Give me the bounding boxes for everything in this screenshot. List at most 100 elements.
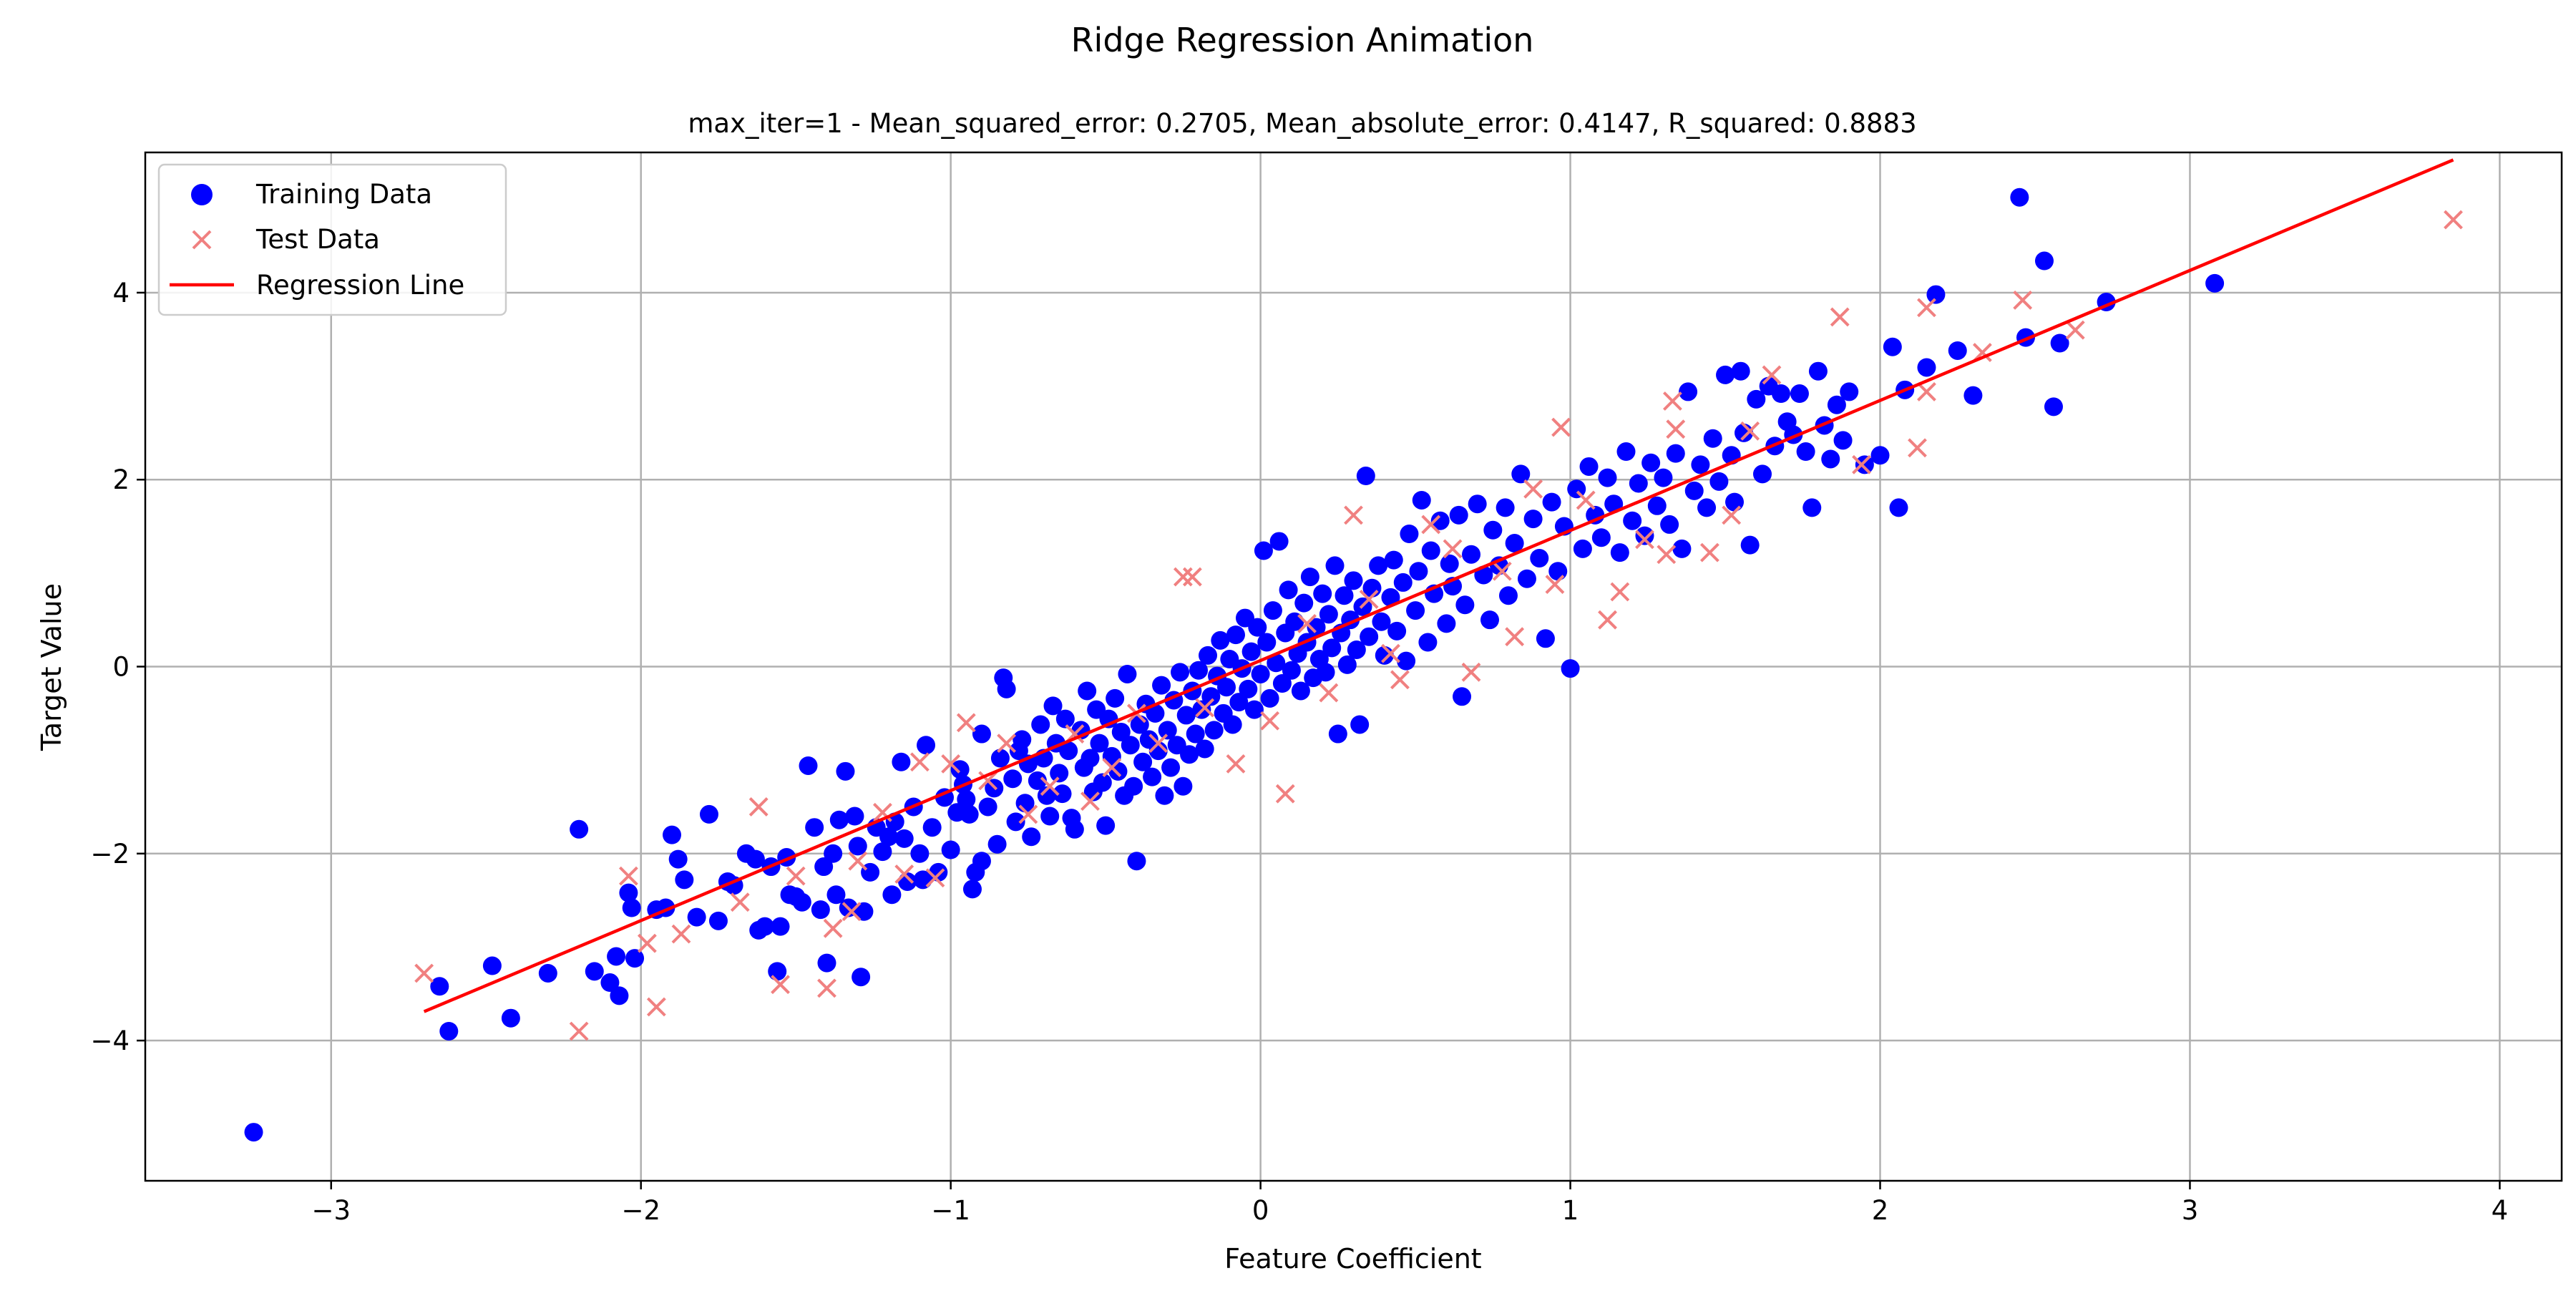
legend-label-line: Regression Line (256, 270, 464, 301)
training-point (1360, 627, 1379, 646)
test-point (848, 851, 868, 871)
test-point (1551, 417, 1571, 437)
training-point (1654, 468, 1673, 487)
test-point (1852, 454, 1871, 474)
test-point (1195, 698, 1215, 718)
training-point (1344, 571, 1363, 590)
training-point (805, 818, 824, 837)
training-point (1248, 618, 1267, 637)
training-point (1127, 852, 1146, 871)
training-point (1003, 769, 1023, 789)
test-point (1492, 561, 1512, 581)
test-point (618, 866, 638, 886)
training-point (1647, 496, 1667, 515)
training-point (1666, 444, 1685, 463)
training-point (1211, 630, 1230, 650)
test-point (786, 866, 806, 886)
training-point (811, 900, 830, 920)
training-point (1573, 539, 1592, 558)
y-tick-label: 0 (112, 652, 130, 683)
test-point (1762, 365, 1782, 385)
training-point (1684, 481, 1704, 500)
training-point (687, 907, 706, 927)
legend-label-test: Test Data (255, 224, 380, 255)
training-point (1108, 761, 1128, 781)
training-point (1106, 688, 1125, 708)
training-point (607, 947, 626, 966)
y-axis-label: Target Value (36, 583, 67, 751)
training-point (625, 949, 645, 968)
training-point (1291, 681, 1310, 701)
test-point (1226, 754, 1246, 774)
training-point (1709, 472, 1729, 491)
training-point (1078, 681, 1097, 701)
training-point (1616, 442, 1636, 462)
training-point (1672, 539, 1692, 558)
test-point (2013, 290, 2033, 310)
training-point (1740, 535, 1760, 555)
training-point (929, 862, 948, 882)
x-tick-label: 1 (1562, 1195, 1579, 1226)
training-point (1226, 625, 1245, 645)
training-point (1821, 449, 1840, 469)
training-point (1229, 693, 1249, 712)
training-point (1623, 511, 1642, 530)
test-point (1740, 421, 1760, 441)
training-point (1369, 556, 1388, 575)
test-point (997, 734, 1017, 754)
training-point (1517, 569, 1536, 588)
regression-line (423, 158, 2454, 1013)
training-point (1328, 724, 1347, 744)
test-point (730, 892, 750, 912)
test-point (978, 771, 998, 791)
test-point (1080, 791, 1100, 812)
training-point (1483, 520, 1503, 540)
training-point (1412, 490, 1431, 510)
training-point (1430, 511, 1450, 530)
training-point (1796, 442, 1815, 462)
training-point (610, 986, 629, 1005)
x-tick-label: −2 (621, 1195, 660, 1226)
training-point (1635, 526, 1654, 545)
y-tick-label: 2 (112, 464, 130, 495)
test-point (925, 868, 945, 888)
training-point (1679, 382, 1698, 401)
training-point (836, 761, 855, 781)
training-point (1133, 752, 1153, 771)
training-point (699, 804, 718, 824)
training-point (1244, 700, 1264, 719)
training-point (1440, 554, 1459, 573)
training-point (1090, 734, 1109, 753)
training-point (1421, 541, 1440, 560)
test-point (1173, 567, 1193, 587)
training-point (1697, 498, 1717, 517)
training-point (852, 968, 871, 987)
training-point (894, 829, 914, 848)
training-point (829, 810, 849, 829)
training-point (1199, 646, 1218, 665)
test-point (1505, 627, 1525, 647)
test-point (1421, 515, 1441, 535)
training-point (1171, 663, 1190, 682)
training-point (771, 917, 790, 936)
test-point (1319, 683, 1339, 703)
test-point (909, 752, 930, 772)
series-layer (244, 158, 2463, 1142)
training-point (1294, 593, 1314, 613)
training-point (941, 840, 960, 859)
training-point (1948, 341, 1967, 360)
training-point (1080, 749, 1100, 768)
test-point (1443, 539, 1463, 559)
training-point (1840, 382, 1859, 401)
legend-box (157, 163, 507, 316)
training-point (585, 962, 604, 981)
training-point (814, 857, 834, 877)
training-point (1195, 739, 1214, 759)
training-point (600, 973, 620, 993)
training-point (755, 917, 774, 936)
training-point (1300, 567, 1319, 587)
training-point (1279, 580, 1298, 600)
training-point (1926, 285, 1946, 304)
training-point (1272, 674, 1292, 693)
training-point (1747, 389, 1766, 409)
